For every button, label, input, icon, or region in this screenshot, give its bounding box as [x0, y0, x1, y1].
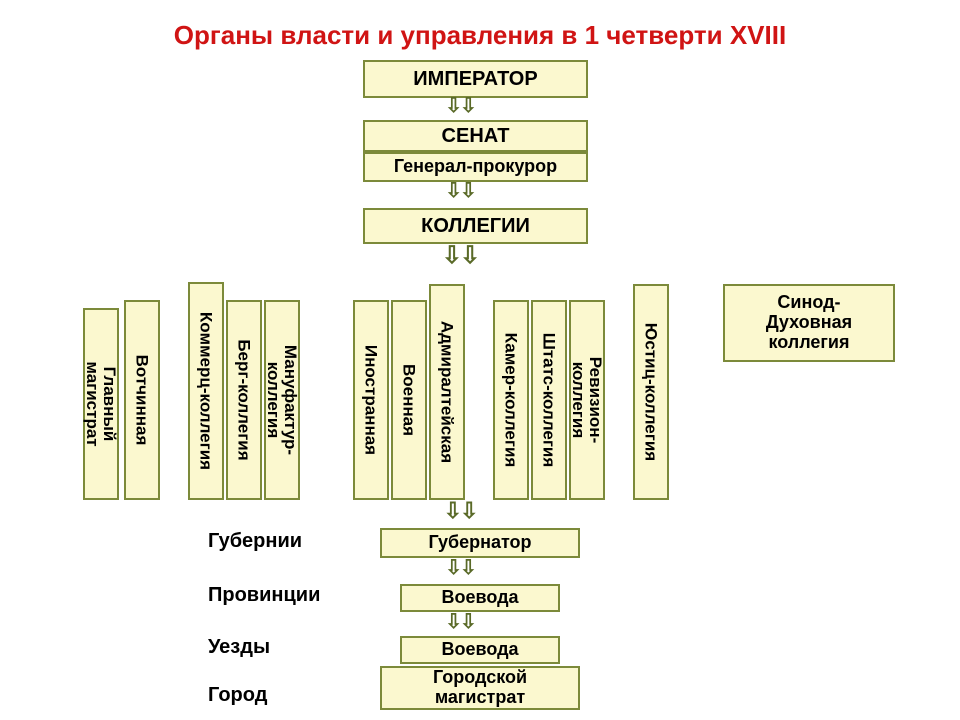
vbox-label-inostr: Иностранная [363, 300, 380, 500]
vbox-label-votch: Вотчинная [134, 300, 151, 500]
box-gormag: Городской магистрат [380, 666, 580, 710]
box-gubernator: Губернатор [380, 528, 580, 558]
lbl-provincii: Провинции [208, 584, 320, 607]
a-emp-sen: ⇩⇩ [442, 98, 478, 114]
a-gub-v1: ⇩⇩ [442, 560, 478, 576]
vbox-label-kommerz: Коммерц-коллегия [198, 282, 215, 500]
lbl-uezdy: Уезды [208, 636, 270, 659]
vbox-label-berg: Берг-коллегия [236, 300, 253, 500]
box-sinod: Синод- Духовная коллегия [723, 284, 895, 362]
box-genprok: Генерал-прокурор [363, 152, 588, 182]
vbox-label-reviz: Ревизион- коллегия [570, 300, 604, 500]
a-kol-down: ⇩⇩ [442, 246, 478, 265]
vbox-label-glavmag: Главный магистрат [84, 308, 118, 500]
vbox-label-manuf: Мануфактур- коллегия [265, 300, 299, 500]
box-voevoda1: Воевода [400, 584, 560, 612]
lbl-gorod: Город [208, 684, 267, 707]
vbox-label-shtats: Штатс-коллегия [541, 300, 558, 500]
vbox-label-admir: Адмиралтейская [439, 284, 456, 500]
a-gen-kol: ⇩⇩ [442, 183, 478, 199]
box-voevoda2: Воевода [400, 636, 560, 664]
vbox-glavmag: Главный магистрат [83, 308, 119, 500]
vbox-votch: Вотчинная [124, 300, 160, 500]
diagram-title: Органы власти и управления в 1 четверти … [0, 20, 960, 51]
box-kollegii: КОЛЛЕГИИ [363, 208, 588, 244]
vbox-reviz: Ревизион- коллегия [569, 300, 605, 500]
vbox-manuf: Мануфактур- коллегия [264, 300, 300, 500]
vbox-inostr: Иностранная [353, 300, 389, 500]
vbox-label-yustits: Юстиц-коллегия [643, 284, 660, 500]
vbox-shtats: Штатс-коллегия [531, 300, 567, 500]
vbox-label-kamer: Камер-коллегия [503, 300, 520, 500]
a-v1-v2: ⇩⇩ [442, 614, 478, 630]
vbox-kommerz: Коммерц-коллегия [188, 282, 224, 500]
vbox-admir: Адмиралтейская [429, 284, 465, 500]
box-senate: СЕНАТ [363, 120, 588, 152]
a-mid-gub: ⇩⇩ [442, 502, 478, 520]
vbox-berg: Берг-коллегия [226, 300, 262, 500]
vbox-label-voen: Военная [401, 300, 418, 500]
vbox-kamer: Камер-коллегия [493, 300, 529, 500]
box-emperor: ИМПЕРАТОР [363, 60, 588, 98]
vbox-voen: Военная [391, 300, 427, 500]
vbox-yustits: Юстиц-коллегия [633, 284, 669, 500]
lbl-gubernii: Губернии [208, 530, 302, 553]
